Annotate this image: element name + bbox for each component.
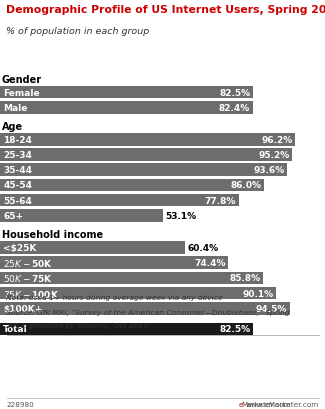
Text: Age: Age [2,121,23,132]
Text: 86.0%: 86.0% [230,181,261,190]
Bar [0,302,290,315]
Text: 18-24: 18-24 [3,135,32,144]
Bar [0,164,287,177]
Bar [0,134,295,146]
Text: Demographic Profile of US Internet Users, Spring 2017: Demographic Profile of US Internet Users… [6,5,325,15]
Text: Gender: Gender [2,74,42,85]
Text: 45-54: 45-54 [3,181,32,190]
Bar [0,102,253,114]
Text: 96.2%: 96.2% [261,135,292,144]
Text: 95.2%: 95.2% [258,151,290,160]
Text: 82.5%: 82.5% [219,325,251,334]
Text: % of population in each group: % of population in each group [6,27,150,36]
Text: 77.8%: 77.8% [205,196,236,205]
Bar [0,242,185,254]
Bar [0,149,292,162]
Text: e: e [239,401,243,407]
Text: 35-44: 35-44 [3,166,32,175]
Text: 60.4%: 60.4% [188,243,219,252]
Text: Household income: Household income [2,229,103,240]
Text: 55-64: 55-64 [3,196,32,205]
Text: Source: GfK MRI, “Survey of the American Consumer—Doublebase,” Spring: Source: GfK MRI, “Survey of the American… [6,309,290,315]
Text: $100K+: $100K+ [3,304,43,313]
Text: 228980: 228980 [6,401,34,407]
Text: 65+: 65+ [3,211,23,220]
Text: $50K-$75K: $50K-$75K [3,273,53,284]
Text: Male: Male [3,103,27,112]
Text: 25-34: 25-34 [3,151,32,160]
Text: 85.8%: 85.8% [229,274,261,283]
Bar [0,194,239,207]
Bar [0,179,264,192]
Bar [0,272,263,284]
Text: 2017; provided by Starcom, Oct 2017: 2017; provided by Starcom, Oct 2017 [6,322,148,328]
Bar [0,210,163,222]
Text: $75K-$100K: $75K-$100K [3,288,59,299]
Text: $25K-$50K: $25K-$50K [3,258,53,268]
Text: 82.5%: 82.5% [219,88,251,97]
Text: Total: Total [3,325,28,334]
Text: 82.4%: 82.4% [219,103,250,112]
Bar [0,287,276,300]
Bar [0,257,228,269]
Text: Female: Female [3,88,40,97]
Bar [0,323,253,335]
Text: 53.1%: 53.1% [165,211,196,220]
Text: <$25K: <$25K [3,243,36,252]
Text: Note: used 1+ hours during average week via any device: Note: used 1+ hours during average week … [6,294,223,301]
Bar [0,87,253,99]
Text: 93.6%: 93.6% [253,166,284,175]
Text: 90.1%: 90.1% [243,289,274,298]
Text: 94.5%: 94.5% [256,304,287,313]
Text: www.eMarketer.com: www.eMarketer.com [245,401,318,407]
Text: Marketer.com: Marketer.com [241,401,291,407]
Text: 74.4%: 74.4% [194,258,226,267]
